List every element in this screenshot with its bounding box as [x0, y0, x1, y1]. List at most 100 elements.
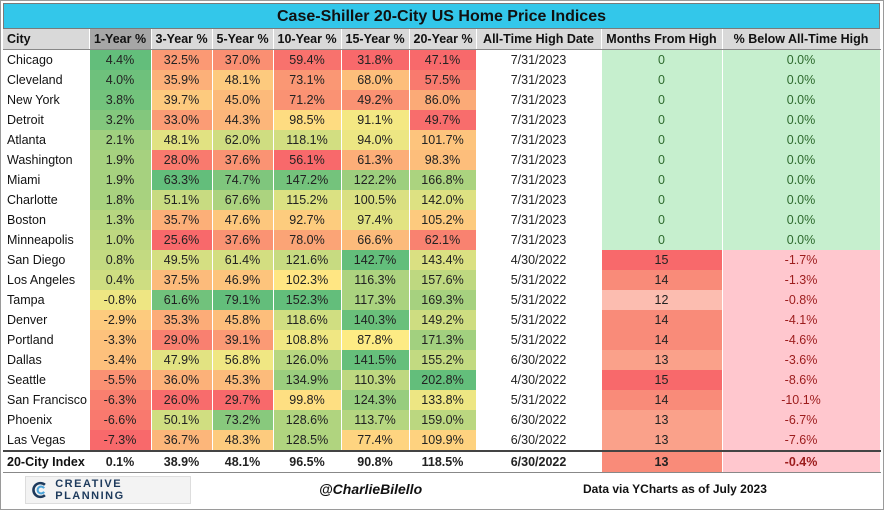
cell-y5: 79.1% — [212, 290, 274, 310]
cell-city: San Diego — [3, 250, 90, 270]
table-row: Denver -2.9% 35.3% 45.8% 118.6% 140.3% 149.2% 5… — [3, 310, 881, 330]
cell-all-time-high-date: 6/30/2022 — [476, 430, 602, 451]
cell-y10: 121.6% — [273, 250, 342, 270]
cell-y20: 169.3% — [409, 290, 477, 310]
cell-y1: 2.1% — [89, 130, 152, 150]
cell-city: Washington — [3, 150, 90, 170]
cell-y1: 1.3% — [89, 210, 152, 230]
cell-y20: 166.8% — [409, 170, 477, 190]
table-row: Charlotte 1.8% 51.1% 67.6% 115.2% 100.5% 142.0… — [3, 190, 881, 210]
cell-y20: 171.3% — [409, 330, 477, 350]
cell-y15: 141.5% — [341, 350, 410, 370]
table-row: Dallas -3.4% 47.9% 56.8% 126.0% 141.5% 155.2% 6… — [3, 350, 881, 370]
table-row: Washington 1.9% 28.0% 37.6% 56.1% 61.3% 98.3% 7… — [3, 150, 881, 170]
cell-y15: 49.2% — [341, 90, 410, 110]
cell-y20: 143.4% — [409, 250, 477, 270]
cell-city: Las Vegas — [3, 430, 90, 451]
cell-y15: 91.1% — [341, 110, 410, 130]
cell-y10: 56.1% — [273, 150, 342, 170]
cell-all-time-high-date: 7/31/2023 — [476, 210, 602, 230]
cell-y20: 109.9% — [409, 430, 477, 451]
cell-all-time-high-date: 7/31/2023 — [476, 70, 602, 90]
cell-city: New York — [3, 90, 90, 110]
cell-y3: 37.5% — [151, 270, 213, 290]
cell-y5: 47.6% — [212, 210, 274, 230]
cell-pct-below-high: -10.1% — [722, 390, 881, 410]
cell-y15: 124.3% — [341, 390, 410, 410]
cell-y1: -6.3% — [89, 390, 152, 410]
cell-y3: 36.0% — [151, 370, 213, 390]
page-title: Case-Shiller 20-City US Home Price Indic… — [3, 3, 880, 29]
cell-y3: 29.0% — [151, 330, 213, 350]
table-row: New York 3.8% 39.7% 45.0% 71.2% 49.2% 86.0% 7/3… — [3, 90, 881, 110]
cell-months-from-high: 0 — [601, 170, 723, 190]
cell-y5: 74.7% — [212, 170, 274, 190]
cell-y3: 39.7% — [151, 90, 213, 110]
cell-pct-below-high: -6.7% — [722, 410, 881, 430]
cell-pct-below-high: 0.0% — [722, 170, 881, 190]
cell-months-from-high: 14 — [601, 310, 723, 330]
cell-all-time-high-date: 5/31/2022 — [476, 310, 602, 330]
cell-y1: 4.0% — [89, 70, 152, 90]
table-row: Detroit 3.2% 33.0% 44.3% 98.5% 91.1% 49.7% 7/31… — [3, 110, 881, 130]
cell-y5: 48.3% — [212, 430, 274, 451]
cell-all-time-high-date: 5/31/2022 — [476, 390, 602, 410]
cell-y1: 1.8% — [89, 190, 152, 210]
cell-city: Phoenix — [3, 410, 90, 430]
cell-city: Boston — [3, 210, 90, 230]
cell-months-from-high: 0 — [601, 49, 723, 70]
cell-y5: 37.6% — [212, 150, 274, 170]
cell-y1: 3.8% — [89, 90, 152, 110]
cell-city: Seattle — [3, 370, 90, 390]
cell-y20: 159.0% — [409, 410, 477, 430]
col-header-city: City — [3, 29, 90, 50]
cell-y3: 35.9% — [151, 70, 213, 90]
table-row: Las Vegas -7.3% 36.7% 48.3% 128.5% 77.4% 109.9… — [3, 430, 881, 451]
cell-y1: 1.9% — [89, 170, 152, 190]
cell-all-time-high-date: 6/30/2022 — [476, 350, 602, 370]
cell-city: Minneapolis — [3, 230, 90, 250]
cell-y20: 86.0% — [409, 90, 477, 110]
table-row: Portland -3.3% 29.0% 39.1% 108.8% 87.8% 171.3%… — [3, 330, 881, 350]
cell-y15: 61.3% — [341, 150, 410, 170]
cell-y15: 68.0% — [341, 70, 410, 90]
cell-y15: 100.5% — [341, 190, 410, 210]
cell-y1: -2.9% — [89, 310, 152, 330]
cell-y20: 49.7% — [409, 110, 477, 130]
cell-y20: 133.8% — [409, 390, 477, 410]
cell-pct-below-high: -1.7% — [722, 250, 881, 270]
cell-y15: 117.3% — [341, 290, 410, 310]
cell-y3: 36.7% — [151, 430, 213, 451]
cell-y10: 78.0% — [273, 230, 342, 250]
cell-y10: 98.5% — [273, 110, 342, 130]
cell-pct-below-high: 0.0% — [722, 49, 881, 70]
cell-y1: 1.0% — [89, 230, 152, 250]
header-row: City 1-Year % 3-Year % 5-Year % 10-Year … — [3, 29, 881, 50]
cell-pct-below-high: -0.8% — [722, 290, 881, 310]
cell-y10: 128.6% — [273, 410, 342, 430]
cell-y20: 202.8% — [409, 370, 477, 390]
cell-y20: 47.1% — [409, 49, 477, 70]
cell-all-time-high-date: 7/31/2023 — [476, 130, 602, 150]
cell-months-from-high: 0 — [601, 70, 723, 90]
cell-y3: 38.9% — [151, 450, 213, 473]
cell-all-time-high-date: 5/31/2022 — [476, 270, 602, 290]
cell-y10: 128.5% — [273, 430, 342, 451]
cell-y1: 0.1% — [89, 450, 152, 473]
cell-y1: 3.2% — [89, 110, 152, 130]
cell-city: Dallas — [3, 350, 90, 370]
cell-y10: 59.4% — [273, 49, 342, 70]
cell-months-from-high: 12 — [601, 290, 723, 310]
cell-pct-below-high: -4.1% — [722, 310, 881, 330]
cell-y5: 48.1% — [212, 70, 274, 90]
table-row: Seattle -5.5% 36.0% 45.3% 134.9% 110.3% 202.8%… — [3, 370, 881, 390]
cell-y10: 147.2% — [273, 170, 342, 190]
cell-y20: 142.0% — [409, 190, 477, 210]
cell-y3: 47.9% — [151, 350, 213, 370]
cell-pct-below-high: 0.0% — [722, 210, 881, 230]
cell-y20: 105.2% — [409, 210, 477, 230]
col-header-5-year: 5-Year % — [212, 29, 274, 50]
cell-y3: 32.5% — [151, 49, 213, 70]
table-row: Los Angeles 0.4% 37.5% 46.9% 102.3% 116.3% 157… — [3, 270, 881, 290]
table-row: San Diego 0.8% 49.5% 61.4% 121.6% 142.7% 143.4… — [3, 250, 881, 270]
